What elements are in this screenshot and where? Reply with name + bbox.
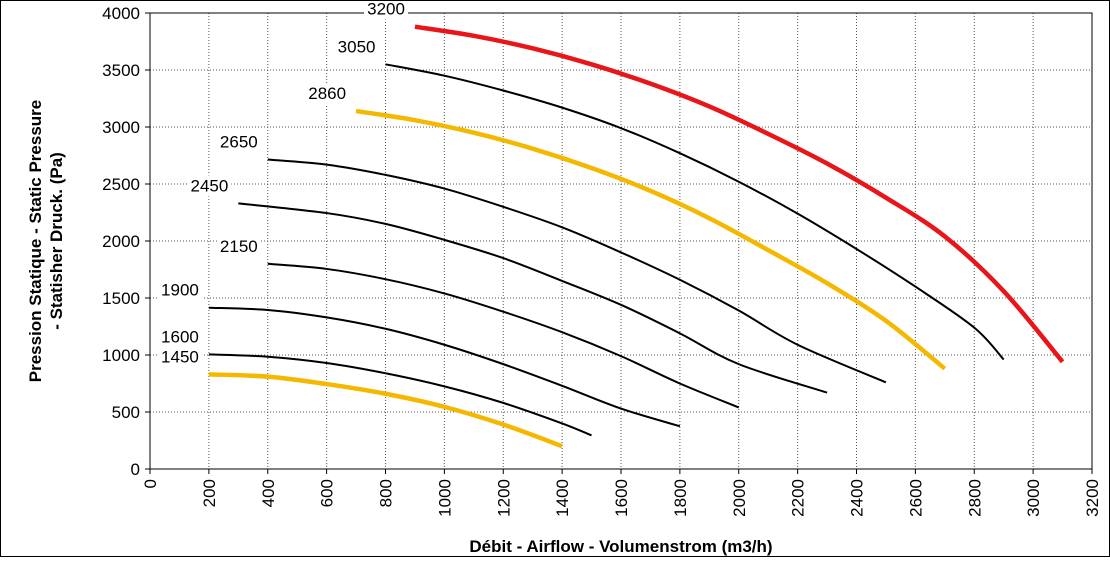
curve-label-background <box>305 83 350 105</box>
y-tick-label: 1500 <box>102 289 140 308</box>
curve-label-background <box>187 175 232 197</box>
x-tick-label: 1800 <box>671 479 690 517</box>
x-tick-label: 3000 <box>1024 479 1043 517</box>
x-tick-label: 200 <box>200 479 219 507</box>
x-axis-ticks: 0 200 400 600 800 1000 1200 1400 1600 1800 2000 220… <box>141 469 1102 517</box>
y-tick-label: 4000 <box>102 4 140 23</box>
curve-label-background <box>216 235 261 257</box>
y-tick-label: 3000 <box>102 118 140 137</box>
curve-1900 <box>208 306 681 428</box>
y-tick-label: 1000 <box>102 346 140 365</box>
curve-1600 <box>208 353 592 437</box>
y-axis-title-line1: Pression Statique - Static Pressure <box>26 100 45 383</box>
x-tick-label: 1600 <box>612 479 631 517</box>
x-tick-label: 1200 <box>494 479 513 517</box>
y-tick-label: 2000 <box>102 232 140 251</box>
y-tick-label: 0 <box>131 460 140 479</box>
curve-label-3050: 3050 <box>338 37 376 56</box>
curve-label-1450: 1450 <box>161 347 199 366</box>
curves <box>208 24 1065 449</box>
y-tick-label: 2500 <box>102 175 140 194</box>
curve-label-1600: 1600 <box>161 327 199 346</box>
y-tick-label: 3500 <box>102 61 140 80</box>
x-tick-label: 1000 <box>435 479 454 517</box>
x-tick-label: 3200 <box>1083 479 1102 517</box>
curve-2150 <box>267 262 740 409</box>
grid <box>150 13 1092 469</box>
curve-label-background <box>216 131 261 153</box>
y-tick-label: 500 <box>112 403 140 422</box>
curve-label-2650: 2650 <box>220 132 258 151</box>
curve-2650 <box>267 158 887 384</box>
x-tick-label: 2600 <box>906 479 925 517</box>
curve-1450 <box>208 372 563 449</box>
x-axis-title: Débit - Airflow - Volumenstrom (m3/h) <box>469 537 772 556</box>
curve-label-2150: 2150 <box>220 237 258 256</box>
x-tick-label: 2200 <box>789 479 808 517</box>
curve-2860 <box>355 108 947 371</box>
y-axis-title-line2: - Statisher Druck. (Pa) <box>47 152 66 330</box>
x-tick-label: 0 <box>141 479 160 488</box>
x-tick-label: 1400 <box>553 479 572 517</box>
curve-label-3200: 3200 <box>367 1 405 19</box>
curve-label-2450: 2450 <box>190 176 228 195</box>
curve-label-background <box>158 279 202 301</box>
x-tick-label: 2000 <box>730 479 749 517</box>
curve-label-1900: 1900 <box>161 281 199 300</box>
curve-2450 <box>238 202 828 394</box>
x-tick-label: 800 <box>377 479 396 507</box>
curve-label-background <box>158 346 202 368</box>
curve-label-background <box>158 326 202 348</box>
curve-label-background <box>364 0 408 20</box>
curve-label-background <box>334 36 379 58</box>
x-tick-label: 2800 <box>965 479 984 517</box>
curve-3050 <box>385 63 1005 361</box>
x-tick-label: 600 <box>318 479 337 507</box>
x-tick-label: 2400 <box>848 479 867 517</box>
curve-label-2860: 2860 <box>308 84 346 103</box>
x-tick-label: 400 <box>259 479 278 507</box>
y-axis-ticks: 0 500 1000 1500 2000 2500 3000 3500 4000 <box>102 4 150 479</box>
curve-3200 <box>414 24 1065 364</box>
